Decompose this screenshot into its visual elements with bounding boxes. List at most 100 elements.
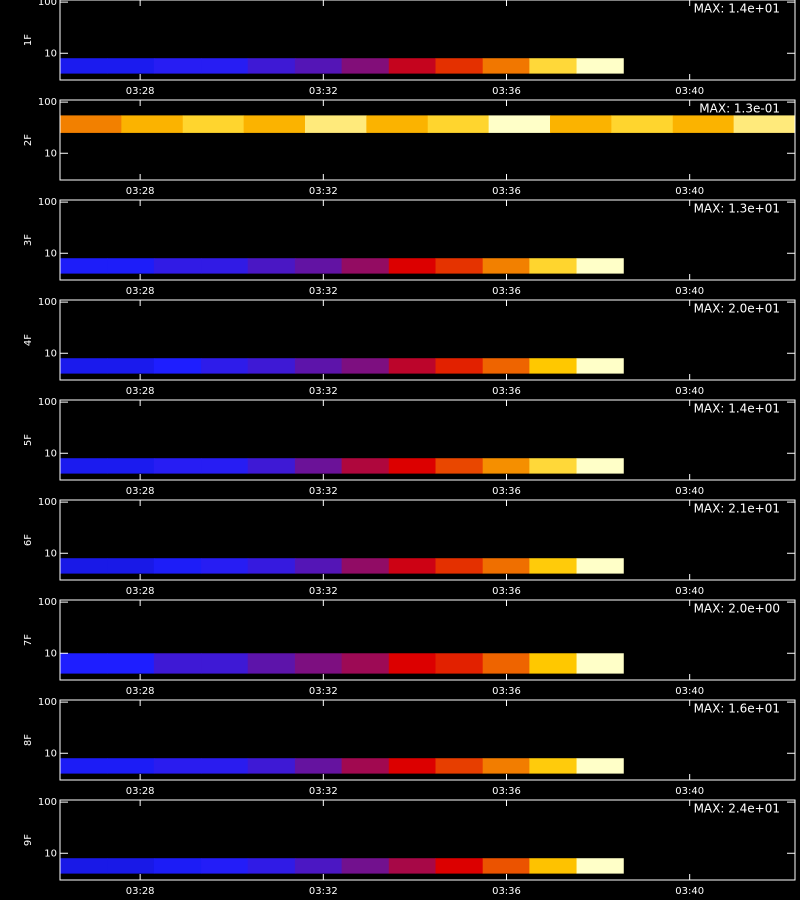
heat-cell: [247, 458, 296, 474]
x-tick-label: 03:36: [492, 586, 521, 597]
heat-cell: [435, 858, 484, 874]
plot-frame: [59, 799, 796, 881]
heat-cell: [529, 358, 578, 374]
x-tick-label: 03:32: [309, 386, 338, 397]
plot-frame: [59, 299, 796, 381]
y-tick-label: 10: [44, 648, 57, 659]
heat-cell: [153, 458, 202, 474]
heat-cell: [107, 653, 155, 674]
heat-cell: [153, 58, 202, 74]
y-tick-label: 100: [38, 0, 57, 8]
heat-cell: [529, 858, 578, 874]
x-tick-label: 03:32: [309, 486, 338, 497]
heat-cell: [366, 115, 429, 133]
x-tick-label: 03:28: [126, 886, 155, 897]
heat-cell: [388, 258, 437, 274]
heat-cell: [388, 858, 437, 874]
heat-cell: [153, 653, 202, 674]
x-tick-label: 03:40: [675, 186, 704, 197]
heat-cell: [294, 258, 343, 274]
x-tick-label: 03:28: [126, 86, 155, 97]
y-tick-label: 100: [38, 697, 57, 708]
plot-frame: [59, 499, 796, 581]
y-axis-label: 4F: [23, 334, 34, 346]
y-tick-label: 100: [38, 497, 57, 508]
heat-cell: [107, 358, 155, 374]
heat-cell: [201, 653, 249, 674]
x-tick-label: 03:32: [309, 186, 338, 197]
x-tick-label: 03:36: [492, 386, 521, 397]
heat-cell: [247, 858, 296, 874]
heat-cell: [576, 758, 624, 774]
heat-cell: [550, 115, 612, 133]
plot-frame: [59, 399, 796, 481]
heat-cell: [576, 458, 624, 474]
y-axis-label: 9F: [23, 834, 34, 846]
heat-cell: [294, 458, 343, 474]
x-tick-label: 03:36: [492, 886, 521, 897]
x-tick-label: 03:28: [126, 386, 155, 397]
heat-cell: [529, 258, 578, 274]
x-tick-label: 03:28: [126, 586, 155, 597]
heat-cell: [435, 358, 484, 374]
heat-cell: [294, 58, 343, 74]
x-tick-label: 03:36: [492, 186, 521, 197]
heat-cell: [247, 258, 296, 274]
heat-cell: [294, 858, 343, 874]
heat-cell: [247, 358, 296, 374]
heat-cell: [482, 458, 530, 474]
heat-cell: [482, 653, 530, 674]
x-tick-label: 03:36: [492, 86, 521, 97]
y-axis-label: 7F: [23, 634, 34, 646]
heat-cell: [341, 558, 390, 574]
heat-cell: [435, 258, 484, 274]
heat-cell: [294, 758, 343, 774]
heat-cell: [107, 558, 155, 574]
heat-cell: [529, 653, 578, 674]
x-tick-label: 03:36: [492, 286, 521, 297]
plot-frame: [59, 0, 796, 81]
x-tick-label: 03:40: [675, 886, 704, 897]
y-axis-label: 3F: [23, 234, 34, 246]
x-tick-label: 03:40: [675, 86, 704, 97]
heat-cell: [435, 458, 484, 474]
x-tick-label: 03:32: [309, 86, 338, 97]
y-axis-label: 2F: [23, 134, 34, 146]
heat-cell: [153, 358, 202, 374]
heat-cell: [576, 58, 624, 74]
x-tick-label: 03:40: [675, 686, 704, 697]
heat-cell: [576, 558, 624, 574]
heat-cell: [60, 115, 122, 133]
x-tick-label: 03:32: [309, 586, 338, 597]
heat-cell: [341, 258, 390, 274]
max-annotation: MAX: 1.4e+01: [694, 2, 780, 16]
heat-cell: [733, 115, 796, 133]
x-tick-label: 03:32: [309, 286, 338, 297]
heat-cell: [247, 58, 296, 74]
x-tick-label: 03:28: [126, 486, 155, 497]
heat-cell: [435, 758, 484, 774]
x-tick-label: 03:36: [492, 786, 521, 797]
heat-cell: [60, 858, 108, 874]
heat-cell: [482, 758, 530, 774]
max-annotation: MAX: 1.6e+01: [694, 702, 780, 716]
heat-cell: [529, 558, 578, 574]
heat-cell: [341, 58, 390, 74]
heat-cell: [576, 653, 624, 674]
x-tick-label: 03:32: [309, 686, 338, 697]
x-tick-label: 03:40: [675, 586, 704, 597]
heat-cell: [201, 758, 249, 774]
max-annotation: MAX: 1.3e-01: [699, 102, 780, 116]
heat-cell: [341, 858, 390, 874]
x-tick-label: 03:40: [675, 386, 704, 397]
y-tick-label: 100: [38, 397, 57, 408]
heat-cell: [427, 115, 490, 133]
heat-cell: [529, 58, 578, 74]
y-tick-label: 10: [44, 548, 57, 559]
plot-frame: [59, 199, 796, 281]
heat-cell: [388, 558, 437, 574]
y-axis-label: 1F: [23, 34, 34, 46]
heat-cell: [107, 758, 155, 774]
heat-cell: [60, 558, 108, 574]
